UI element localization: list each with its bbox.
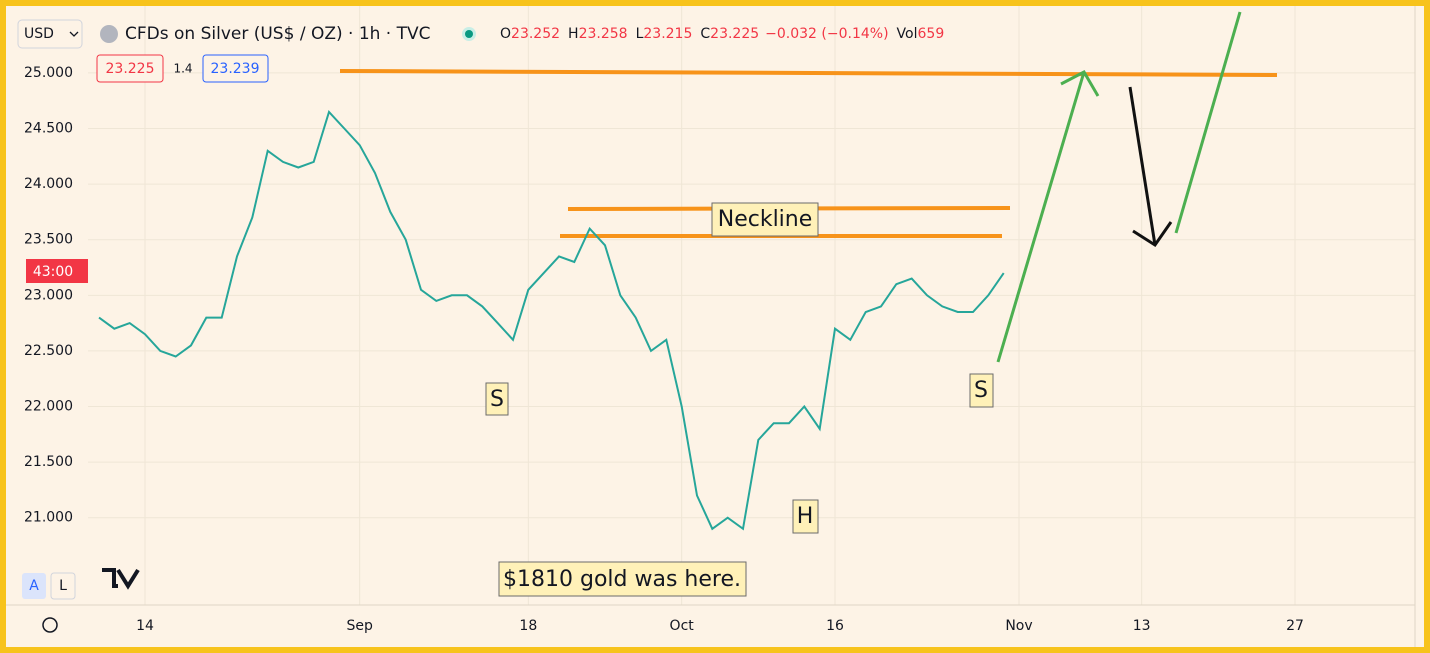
currency: USD (24, 26, 54, 42)
ohlc: O23.252 H23.258 L23.215 C23.225 −0.032 (−0.1… (500, 26, 944, 42)
annotation: S (974, 378, 988, 403)
change: −0.032 (−0.14%) (765, 26, 888, 42)
annotation-box (711, 202, 819, 237)
log-scale: L (59, 578, 67, 594)
auto-scale-button[interactable] (22, 573, 46, 599)
y-tick-label: 22.500 (24, 343, 73, 359)
x-tick-label: 13 (1133, 618, 1151, 634)
projection-up (1174, 11, 1242, 234)
auto-scale: A (29, 578, 39, 594)
currency-select[interactable] (17, 19, 83, 49)
y-tick-label: 23.000 (24, 287, 73, 303)
label: L (636, 26, 644, 42)
x-tick-label: Sep (346, 618, 373, 634)
arrow-head (1132, 221, 1173, 248)
resistance-line (339, 69, 1278, 77)
status-dot (465, 30, 473, 38)
x-tick-label: Nov (1005, 618, 1032, 634)
y-tick-label: 25.000 (24, 65, 73, 81)
buy-button[interactable] (202, 54, 269, 83)
y-tick-label: 24.000 (24, 176, 73, 192)
annotation: S (490, 387, 504, 412)
label: C (700, 26, 710, 42)
tv-logo (102, 568, 140, 590)
countdown: 43:00 (33, 264, 73, 280)
y-tick-label: 23.500 (24, 232, 73, 248)
label: O (500, 26, 511, 42)
value: 23.225 (710, 26, 759, 42)
annotation-box (485, 382, 509, 416)
label: H (568, 26, 579, 42)
price-line (98, 109, 1005, 531)
annotation: $1810 gold was here. (503, 567, 741, 592)
sell-button[interactable] (96, 54, 164, 83)
dropdown-icon (69, 31, 79, 37)
y-tick-label: 22.000 (24, 399, 73, 415)
annotation-box (792, 499, 819, 534)
annotation: H (797, 504, 814, 529)
value: 659 (918, 26, 945, 42)
label: Vol (897, 26, 918, 42)
y-tick-label: 21.000 (24, 510, 73, 526)
annotation-box (498, 561, 747, 597)
value: 23.258 (579, 26, 628, 42)
symbol-title: CFDs on Silver (US$ / OZ) · 1h · TVC (125, 24, 431, 44)
x-tick-label: 14 (136, 618, 154, 634)
value: 23.215 (643, 26, 692, 42)
bid: 23.225 (106, 61, 155, 77)
price-series (98, 109, 1005, 531)
value: 23.252 (511, 26, 560, 42)
projection-up (996, 71, 1086, 363)
grid (88, 0, 1415, 605)
price-tag (26, 259, 88, 283)
ask: 23.239 (211, 61, 260, 77)
x-tick-label: 16 (826, 618, 844, 634)
log-scale-button[interactable] (50, 572, 76, 600)
projection-down (1128, 86, 1157, 246)
y-tick-label: 24.500 (24, 121, 73, 137)
arrow-head (1060, 70, 1100, 97)
axes: 21.000 21.500 22.000 22.500 23.000 23.500 24.0… (24, 65, 1304, 634)
settings-icon (42, 617, 58, 633)
annotation-box (969, 373, 994, 408)
x-tick-label: 27 (1286, 618, 1304, 634)
x-tick-label: 18 (519, 618, 537, 634)
symbol-icon (100, 25, 118, 43)
y-tick-label: 21.500 (24, 454, 73, 470)
x-tick-label: Oct (670, 618, 695, 634)
spread: 1.4 (173, 62, 192, 76)
annotation: Neckline (718, 207, 813, 232)
